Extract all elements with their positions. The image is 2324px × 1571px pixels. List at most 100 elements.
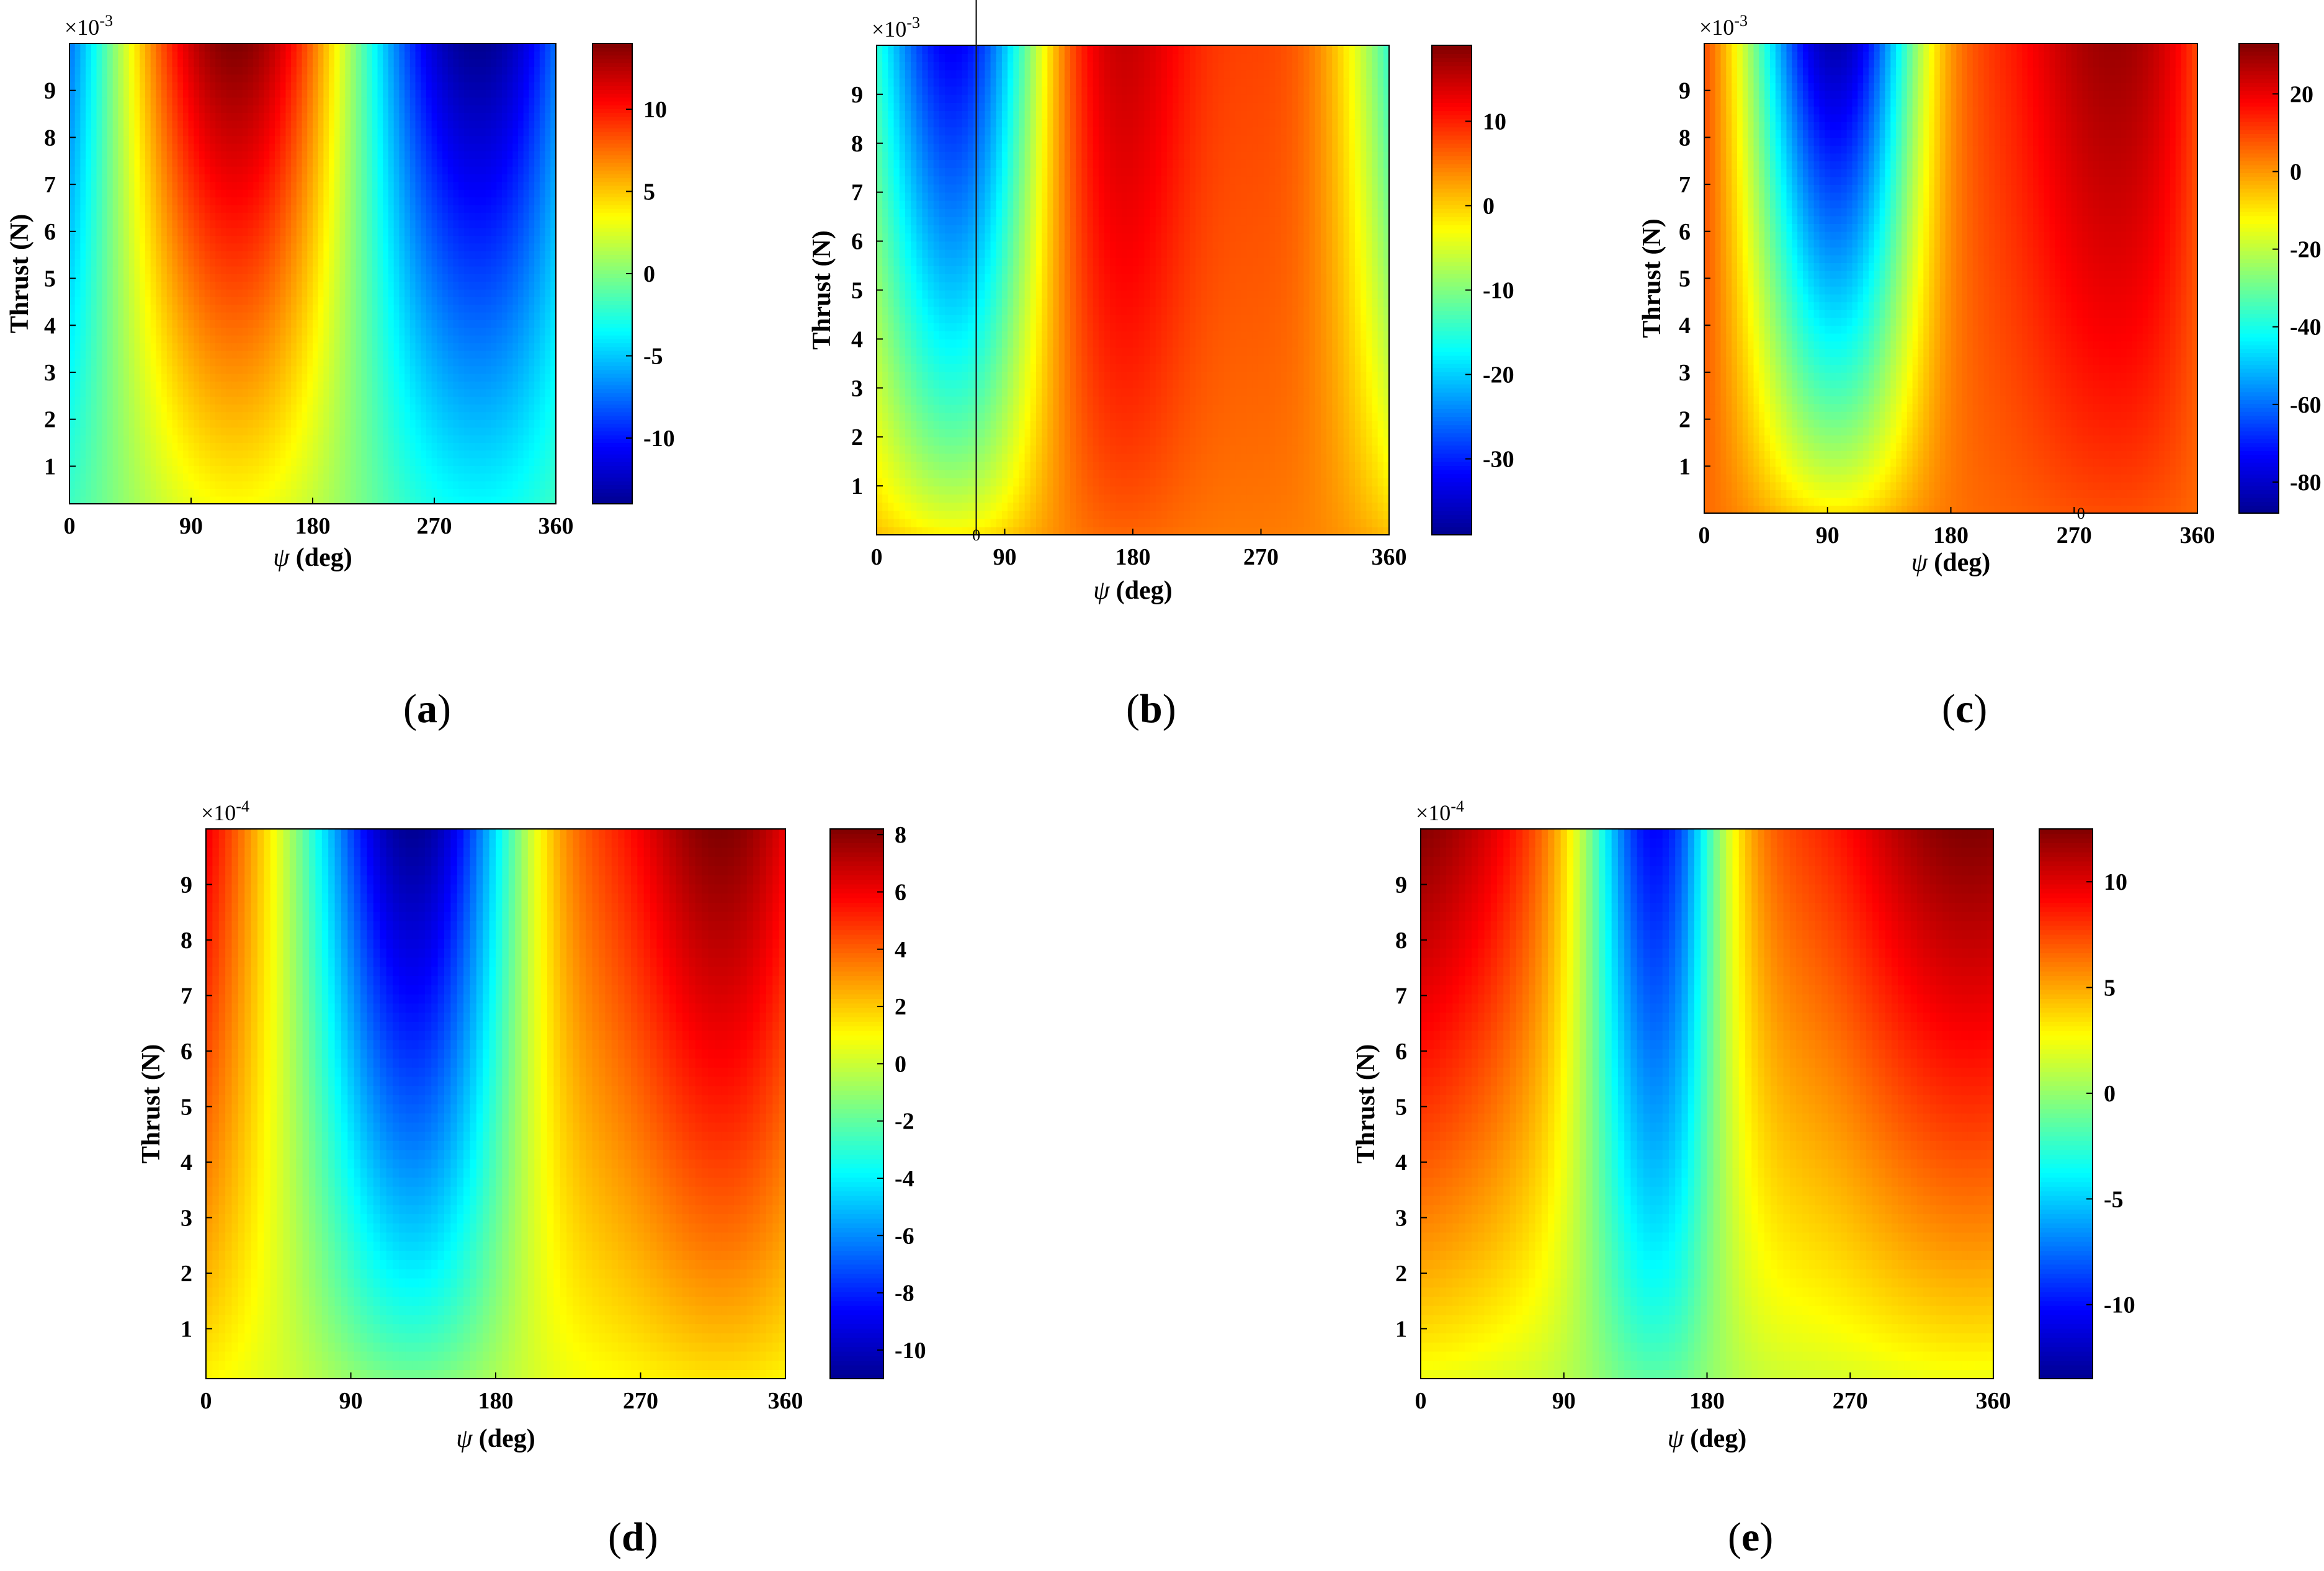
heatmap-cell (112, 297, 119, 305)
heatmap-cell (74, 151, 81, 159)
heatmap-cell (102, 442, 108, 451)
heatmap-cell (118, 488, 124, 497)
heatmap-cell (128, 365, 135, 374)
heatmap-cell (80, 311, 86, 320)
heatmap-cell (107, 74, 114, 83)
heatmap-cell (102, 81, 108, 90)
heatmap-cell (128, 442, 135, 451)
heatmap-cell (123, 135, 130, 144)
heatmap-cell (102, 151, 108, 159)
heatmap-cell (91, 488, 97, 497)
heatmap-cell (112, 311, 119, 320)
heatmap-cell (128, 212, 135, 221)
heatmap-cell (123, 442, 130, 451)
heatmap-cell (107, 297, 114, 305)
heatmap-cell (96, 212, 103, 221)
heatmap-cell (123, 404, 130, 413)
heatmap-cell (112, 496, 119, 504)
heatmap-cell (80, 396, 86, 405)
heatmap-cell (96, 396, 103, 405)
heatmap-cell (118, 289, 124, 297)
heatmap-cell (80, 128, 86, 137)
heatmap-cell (102, 289, 108, 297)
heatmap-cell (112, 450, 119, 459)
heatmap-cell (112, 135, 119, 144)
heatmap-cell (123, 350, 130, 359)
heatmap-cell (86, 51, 92, 60)
heatmap-cell (69, 243, 76, 251)
heatmap-cell (69, 304, 76, 313)
heatmap-cell (107, 204, 114, 213)
heatmap-cell (91, 158, 97, 167)
heatmap-cell (74, 320, 81, 328)
heatmap-cell (128, 189, 135, 198)
heatmap-cell (91, 227, 97, 236)
heatmap-cell (112, 411, 119, 420)
heatmap-cell (123, 235, 130, 244)
heatmap-cell (96, 427, 103, 436)
heatmap-cell (112, 334, 119, 344)
heatmap-cell (123, 289, 130, 297)
heatmap-cell (69, 342, 76, 351)
heatmap-cell (69, 43, 76, 52)
heatmap-cell (118, 97, 124, 105)
heatmap-cell (69, 427, 76, 436)
heatmap-cell (69, 457, 76, 466)
heatmap-cell (80, 358, 86, 367)
heatmap-cell (86, 128, 92, 137)
heatmap-cell (107, 480, 114, 490)
heatmap-cell (74, 281, 81, 290)
heatmap-cell (107, 81, 114, 90)
heatmap-cell (102, 189, 108, 198)
heatmap-cell (74, 297, 81, 305)
heatmap-cell (91, 358, 97, 367)
heatmap-cell (102, 197, 108, 205)
heatmap-cell (107, 212, 114, 221)
heatmap-cell (80, 174, 86, 182)
heatmap-cell (112, 457, 119, 466)
heatmap-cell (123, 320, 130, 328)
heatmap-cell (128, 166, 135, 175)
heatmap-cell (96, 473, 103, 481)
heatmap-cell (91, 81, 97, 90)
heatmap-cell (69, 166, 76, 175)
heatmap-cell (107, 112, 114, 121)
heatmap-cell (102, 174, 108, 182)
heatmap-cell (74, 189, 81, 198)
heatmap-cell (102, 166, 108, 175)
heatmap-cell (102, 258, 108, 267)
heatmap-cell (112, 227, 119, 236)
heatmap-cell (107, 97, 114, 105)
heatmap-cell (112, 404, 119, 413)
heatmap-cell (80, 327, 86, 336)
heatmap-cell (74, 74, 81, 83)
heatmap-cell (91, 274, 97, 282)
heatmap-cell (74, 135, 81, 144)
heatmap-cell (107, 327, 114, 336)
heatmap-cell (96, 189, 103, 198)
heatmap-cell (96, 334, 103, 344)
heatmap-cell (102, 135, 108, 144)
heatmap-cell (91, 457, 97, 466)
heatmap-cell (74, 212, 81, 221)
heatmap-cell (80, 350, 86, 359)
heatmap-cell (102, 411, 108, 420)
heatmap-cell (102, 396, 108, 405)
heatmap-cell (107, 289, 114, 297)
heatmap-cell (96, 243, 103, 251)
heatmap-cell (123, 388, 130, 397)
heatmap-cell (80, 143, 86, 151)
heatmap-cell (102, 365, 108, 374)
heatmap-cell (118, 442, 124, 451)
heatmap-cell (128, 473, 135, 481)
heatmap-cell (69, 197, 76, 205)
heatmap-cell (118, 189, 124, 198)
heatmap-cell (107, 450, 114, 459)
heatmap-cell (74, 311, 81, 320)
heatmap-cell (86, 104, 92, 114)
heatmap-cell (91, 442, 97, 451)
heatmap-cell (96, 258, 103, 267)
heatmap-cell (91, 473, 97, 481)
heatmap-cell (102, 243, 108, 251)
heatmap-cell (80, 135, 86, 144)
